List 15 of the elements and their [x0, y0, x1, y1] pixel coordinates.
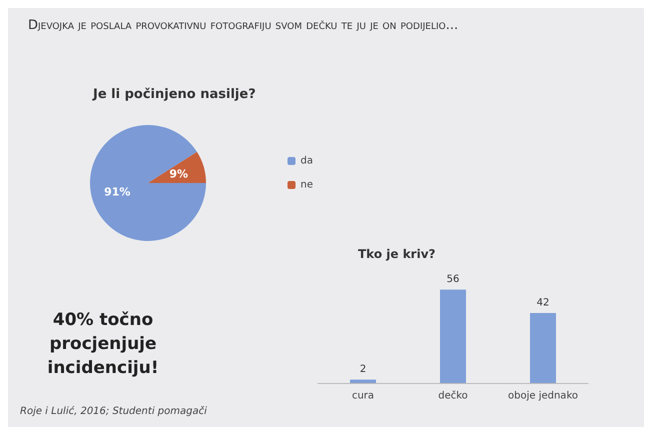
data-label: 42 [536, 298, 550, 308]
data-label: 2 [360, 364, 366, 376]
x-tick-label: cura [352, 390, 374, 402]
text: 40% točno procjenjuje incidenciju! [46, 309, 160, 380]
chart-title: Je li počinjeno nasilje? [92, 87, 256, 102]
data-label: 9% [169, 168, 188, 181]
data-label: 91% [104, 185, 130, 198]
x-tick-label: dečko [438, 390, 468, 402]
data-label: 56 [446, 274, 460, 286]
chart-title: Tko je kriv? [358, 247, 436, 261]
text: Djevojka je poslala provokativnu fotografiju svom dečku te ju je on podijelio... [28, 17, 460, 35]
legend-label: ne [300, 180, 314, 190]
x-tick-label: oboje jednako [508, 390, 578, 402]
legend-label: da [300, 156, 313, 166]
text: Roje i Lulić, 2016; Studenti pomagači [20, 406, 207, 417]
